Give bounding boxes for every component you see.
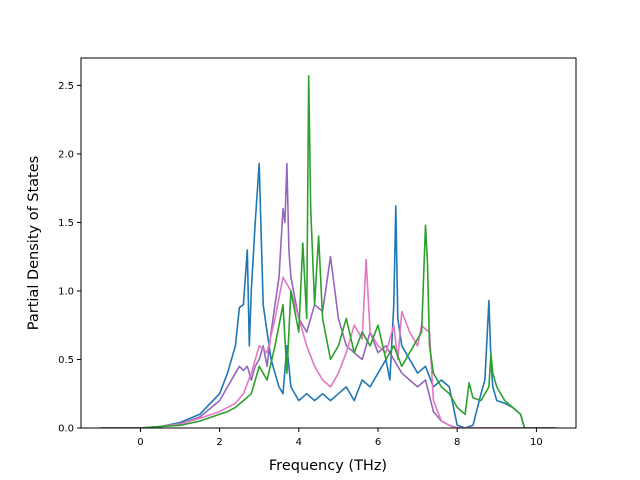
series-line-4 [100, 75, 558, 428]
y-tick-label: 1.0 [58, 286, 74, 297]
y-tick-label: 0.0 [58, 424, 74, 435]
series-line-1 [100, 162, 558, 428]
x-tick-label: 6 [375, 437, 381, 448]
y-tick-label: 2.0 [58, 149, 74, 160]
y-axis-ticks: 0.0 0.5 1.0 1.5 2.0 2.5 [58, 81, 81, 435]
x-tick-label: 8 [454, 437, 460, 448]
series-layer [100, 75, 558, 428]
x-axis-ticks: 0 2 4 6 8 10 [137, 428, 543, 448]
y-tick-label: 2.5 [58, 81, 74, 92]
x-tick-label: 4 [296, 437, 302, 448]
x-axis-label: Frequency (THz) [269, 458, 387, 474]
x-tick-label: 2 [216, 437, 222, 448]
y-tick-label: 0.5 [58, 355, 74, 366]
y-axis-label: Partial Density of States [26, 156, 42, 330]
x-tick-label: 10 [530, 437, 543, 448]
x-tick-label: 0 [137, 437, 143, 448]
series-line-3 [100, 258, 558, 428]
plot-frame [80, 57, 577, 429]
y-tick-label: 1.5 [58, 218, 74, 229]
